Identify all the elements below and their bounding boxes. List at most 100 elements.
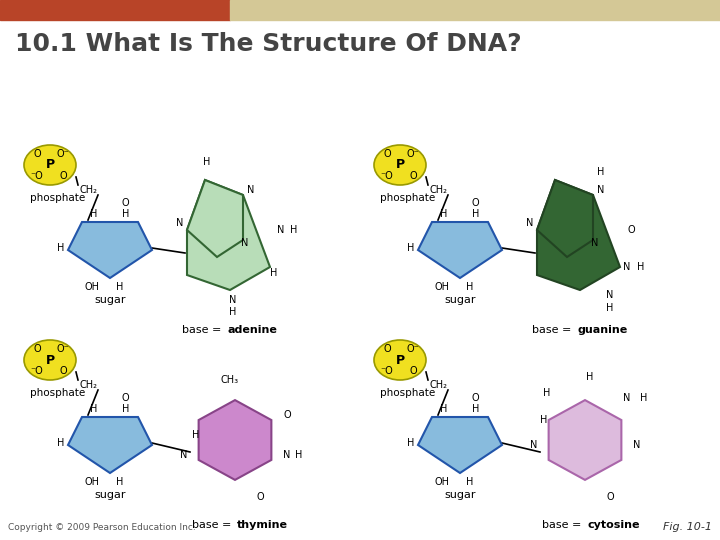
Text: N: N (526, 218, 533, 228)
Text: OH: OH (434, 282, 449, 292)
Polygon shape (187, 180, 270, 290)
Text: base =: base = (542, 520, 585, 530)
Text: N: N (633, 440, 640, 450)
Bar (230, 0, 720, 20)
Text: H: H (467, 282, 474, 292)
Text: O: O (121, 198, 129, 208)
Text: H: H (122, 404, 130, 414)
Text: O: O (256, 492, 264, 502)
Text: H: H (192, 430, 199, 440)
Text: cytosine: cytosine (587, 520, 639, 530)
Text: P: P (395, 354, 405, 367)
Text: H: H (586, 372, 594, 382)
Text: O: O (471, 393, 479, 403)
Ellipse shape (374, 145, 426, 185)
Text: H: H (472, 209, 480, 219)
Text: O: O (59, 366, 67, 376)
Text: O⁻: O⁻ (407, 149, 419, 159)
Text: N: N (623, 393, 631, 403)
Text: H: H (203, 157, 211, 167)
Polygon shape (549, 400, 621, 480)
Text: base =: base = (192, 520, 235, 530)
Text: O: O (59, 171, 67, 181)
Text: H: H (539, 415, 547, 425)
Polygon shape (68, 417, 152, 473)
Text: O: O (409, 171, 417, 181)
Polygon shape (537, 180, 620, 290)
Text: Copyright © 2009 Pearson Education Inc.: Copyright © 2009 Pearson Education Inc. (8, 523, 196, 532)
Text: H: H (472, 404, 480, 414)
Text: O: O (606, 492, 614, 502)
Text: OH: OH (84, 477, 99, 487)
Text: phosphate: phosphate (380, 193, 436, 203)
Text: N: N (247, 185, 254, 195)
Text: H: H (90, 209, 98, 219)
Text: CH₂: CH₂ (429, 380, 447, 390)
Text: ⁻O: ⁻O (31, 366, 43, 376)
Text: H: H (57, 438, 64, 448)
Text: P: P (45, 354, 55, 367)
Text: N: N (623, 262, 631, 272)
Text: sugar: sugar (444, 490, 476, 500)
Text: phosphate: phosphate (30, 193, 85, 203)
Text: sugar: sugar (94, 490, 126, 500)
Text: sugar: sugar (444, 295, 476, 305)
Text: CH₂: CH₂ (79, 380, 97, 390)
Text: ⁻O: ⁻O (381, 171, 393, 181)
Text: OH: OH (434, 477, 449, 487)
Text: O: O (33, 149, 41, 159)
Text: O: O (121, 393, 129, 403)
Text: N: N (606, 290, 613, 300)
Text: thymine: thymine (237, 520, 288, 530)
Text: sugar: sugar (94, 295, 126, 305)
Text: H: H (122, 209, 130, 219)
Text: 10.1 What Is The Structure Of DNA?: 10.1 What Is The Structure Of DNA? (15, 32, 521, 56)
Text: H: H (270, 268, 277, 278)
Text: base =: base = (182, 325, 225, 335)
Text: P: P (45, 159, 55, 172)
Text: O: O (471, 198, 479, 208)
Text: N: N (241, 238, 248, 248)
Text: H: H (606, 303, 613, 313)
Text: H: H (467, 477, 474, 487)
Text: H: H (90, 404, 98, 414)
Text: guanine: guanine (577, 325, 627, 335)
Text: H: H (544, 388, 551, 398)
Ellipse shape (374, 340, 426, 380)
Text: H: H (57, 243, 64, 253)
Polygon shape (537, 180, 593, 257)
Text: N: N (229, 295, 237, 305)
Text: O⁻: O⁻ (57, 149, 69, 159)
Polygon shape (187, 180, 243, 257)
Text: ⁻O: ⁻O (381, 366, 393, 376)
Text: H: H (640, 393, 647, 403)
Text: ⁻O: ⁻O (31, 171, 43, 181)
Text: OH: OH (84, 282, 99, 292)
Text: H: H (407, 438, 414, 448)
Text: H: H (290, 225, 297, 235)
Bar (0, 0, 230, 20)
Text: O: O (383, 344, 391, 354)
Text: H: H (295, 450, 302, 460)
Text: H: H (407, 243, 414, 253)
Text: Fig. 10-1: Fig. 10-1 (663, 522, 712, 532)
Text: P: P (395, 159, 405, 172)
Text: phosphate: phosphate (30, 388, 85, 398)
Text: N: N (176, 218, 183, 228)
Text: base =: base = (532, 325, 575, 335)
Text: N: N (597, 185, 604, 195)
Text: O: O (627, 225, 634, 235)
Text: H: H (117, 282, 124, 292)
Polygon shape (418, 417, 502, 473)
Text: H: H (117, 477, 124, 487)
Text: H: H (441, 404, 448, 414)
Text: O: O (383, 149, 391, 159)
Polygon shape (418, 222, 502, 278)
Ellipse shape (24, 145, 76, 185)
Text: O⁻: O⁻ (407, 344, 419, 354)
Text: N: N (530, 440, 537, 450)
Polygon shape (199, 400, 271, 480)
Polygon shape (68, 222, 152, 278)
Ellipse shape (24, 340, 76, 380)
Text: adenine: adenine (227, 325, 277, 335)
